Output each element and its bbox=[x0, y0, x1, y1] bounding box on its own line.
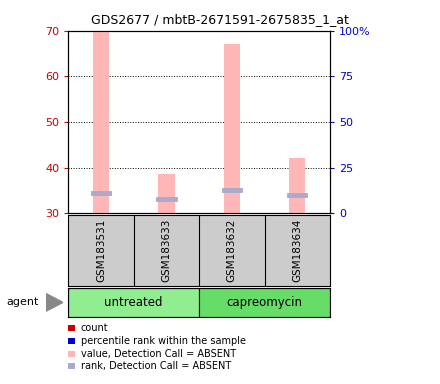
Text: agent: agent bbox=[7, 297, 39, 308]
Text: rank, Detection Call = ABSENT: rank, Detection Call = ABSENT bbox=[81, 361, 231, 371]
Text: value, Detection Call = ABSENT: value, Detection Call = ABSENT bbox=[81, 349, 236, 359]
Bar bbox=[199, 288, 330, 317]
Text: GDS2677 / mbtB-2671591-2675835_1_at: GDS2677 / mbtB-2671591-2675835_1_at bbox=[91, 13, 349, 26]
Text: count: count bbox=[81, 323, 108, 333]
Text: capreomycin: capreomycin bbox=[227, 296, 303, 309]
Polygon shape bbox=[46, 294, 63, 311]
Text: GSM183633: GSM183633 bbox=[161, 219, 171, 282]
Text: untreated: untreated bbox=[104, 296, 163, 309]
Text: GSM183634: GSM183634 bbox=[292, 219, 302, 282]
Text: GSM183531: GSM183531 bbox=[96, 219, 106, 282]
Bar bbox=[289, 159, 305, 213]
Text: percentile rank within the sample: percentile rank within the sample bbox=[81, 336, 246, 346]
Bar bbox=[224, 45, 240, 213]
Text: GSM183632: GSM183632 bbox=[227, 219, 237, 282]
Bar bbox=[68, 288, 199, 317]
Bar bbox=[93, 31, 109, 213]
Bar bbox=[158, 174, 175, 213]
